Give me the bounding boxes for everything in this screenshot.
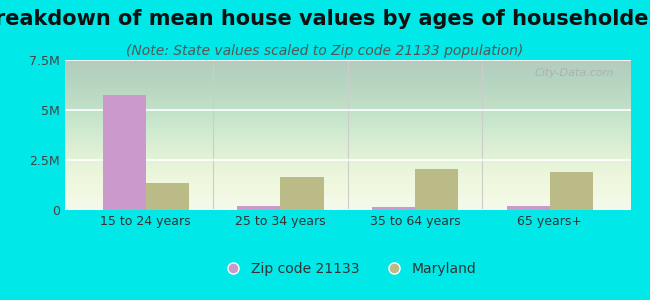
Bar <box>146 183 189 210</box>
Bar <box>372 207 415 210</box>
Text: (Note: State values scaled to Zip code 21133 population): (Note: State values scaled to Zip code 2… <box>126 44 524 58</box>
Bar <box>103 95 146 210</box>
Bar <box>550 172 593 210</box>
Bar <box>415 169 458 210</box>
Text: City-Data.com: City-Data.com <box>534 68 614 77</box>
Bar <box>237 206 280 210</box>
Bar <box>506 206 550 210</box>
Text: Breakdown of mean house values by ages of householders: Breakdown of mean house values by ages o… <box>0 9 650 29</box>
Bar <box>280 177 324 210</box>
Legend: Zip code 21133, Maryland: Zip code 21133, Maryland <box>213 256 482 281</box>
